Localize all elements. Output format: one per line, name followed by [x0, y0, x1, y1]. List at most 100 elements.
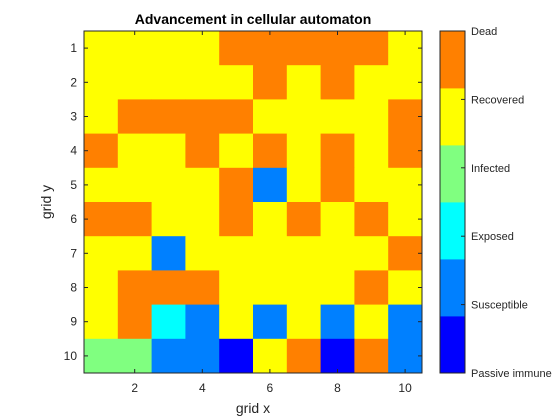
heatmap-cell	[253, 202, 288, 237]
y-tick-label: 1	[70, 41, 77, 55]
heatmap-cell	[320, 236, 355, 271]
heatmap-cell	[219, 31, 254, 66]
heatmap-cell	[185, 133, 220, 169]
heatmap-cell	[117, 65, 152, 100]
heatmap-cell	[320, 133, 355, 169]
heatmap-cell	[84, 167, 119, 203]
colorbar-label: Susceptible	[471, 300, 528, 312]
heatmap-cell	[151, 99, 186, 134]
colorbar-labels: Passive immune Susceptible Exposed Infected…	[461, 26, 552, 380]
heatmap-cell	[253, 65, 288, 100]
heatmap-cell	[151, 202, 186, 237]
heatmap-cell	[354, 236, 389, 271]
heatmap-cell	[286, 133, 321, 169]
colorbar-label: Dead	[471, 26, 497, 38]
heatmap-cell	[84, 270, 119, 305]
heatmap-cell	[151, 65, 186, 100]
colorbar-segment	[440, 31, 465, 89]
heatmap-cell	[185, 270, 220, 305]
x-tick-label: 4	[199, 381, 206, 395]
heatmap-cell	[388, 167, 423, 203]
heatmap-cell	[219, 99, 254, 134]
heatmap-cell	[84, 338, 119, 374]
heatmap-cell	[219, 236, 254, 271]
heatmap-cell	[84, 65, 119, 100]
heatmap-cell	[219, 133, 254, 169]
heatmap-cell	[320, 304, 355, 340]
heatmap-cell	[219, 304, 254, 340]
heatmap-cell	[388, 133, 423, 169]
x-tick-label: 2	[131, 381, 138, 395]
heatmap-cell	[286, 202, 321, 237]
heatmap-cell	[253, 304, 288, 340]
heatmap-cell	[354, 65, 389, 100]
heatmap-cell	[286, 167, 321, 203]
y-tick-label: 9	[70, 315, 77, 329]
heatmap-cell	[286, 236, 321, 271]
colorbar-segment	[440, 202, 465, 260]
heatmap-cell	[219, 270, 254, 305]
x-axis-label: grid x	[236, 400, 270, 416]
heatmap-cell	[84, 99, 119, 134]
heatmap-cell	[117, 99, 152, 134]
heatmap-cell	[320, 167, 355, 203]
heatmap-cell	[253, 133, 288, 169]
y-tick-label: 6	[70, 212, 77, 226]
heatmap-cell	[185, 167, 220, 203]
heatmap-cell	[320, 65, 355, 100]
heatmap-cell	[354, 338, 389, 374]
heatmap-cell	[388, 202, 423, 237]
y-tick-label: 4	[70, 144, 77, 158]
heatmap-cell	[185, 65, 220, 100]
heatmap-cell	[185, 99, 220, 134]
colorbar-segment	[440, 316, 465, 374]
heatmap-cell	[117, 270, 152, 305]
heatmap-cell	[219, 167, 254, 203]
heatmap-cell	[117, 31, 152, 66]
heatmap-cell	[84, 31, 119, 66]
heatmap-cell	[84, 236, 119, 271]
heatmap-cell	[84, 133, 119, 169]
heatmap-cell	[388, 99, 423, 134]
heatmap-cell	[117, 304, 152, 340]
heatmap-cell	[354, 99, 389, 134]
heatmap-cell	[151, 236, 186, 271]
heatmap-cell	[185, 202, 220, 237]
heatmap-cell	[320, 270, 355, 305]
colorbar-label: Infected	[471, 163, 510, 175]
heatmap-cell	[117, 338, 152, 374]
heatmap-cell	[388, 65, 423, 100]
heatmap-cell	[354, 304, 389, 340]
heatmap-cell	[253, 167, 288, 203]
x-tick-label: 10	[398, 381, 412, 395]
heatmap-cell	[84, 202, 119, 237]
heatmap-cell	[117, 133, 152, 169]
heatmap-cell	[253, 270, 288, 305]
heatmap-cell	[151, 31, 186, 66]
chart-title: Advancement in cellular automaton	[135, 11, 372, 27]
heatmap-cell	[253, 338, 288, 374]
x-tick-label: 6	[267, 381, 274, 395]
heatmap-cell	[151, 304, 186, 340]
y-tick-label: 8	[70, 281, 77, 295]
heatmap-cell	[388, 270, 423, 305]
heatmap-cell	[320, 31, 355, 66]
heatmap-cell	[185, 236, 220, 271]
y-tick-label: 2	[70, 75, 77, 89]
heatmap-cell	[286, 270, 321, 305]
heatmap-cell	[151, 338, 186, 374]
heatmap-cell	[117, 167, 152, 203]
heatmap-cell	[185, 338, 220, 374]
heatmap-cell	[151, 167, 186, 203]
colorbar-segment	[440, 145, 465, 203]
colorbar-label: Passive immune	[471, 368, 552, 380]
x-tick-label: 8	[334, 381, 341, 395]
heatmap-cell	[388, 236, 423, 271]
heatmap-cell	[219, 202, 254, 237]
heatmap-cell	[286, 99, 321, 134]
heatmap-cell	[219, 338, 254, 374]
heatmap-cell	[286, 304, 321, 340]
colorbar-segment	[440, 88, 465, 146]
